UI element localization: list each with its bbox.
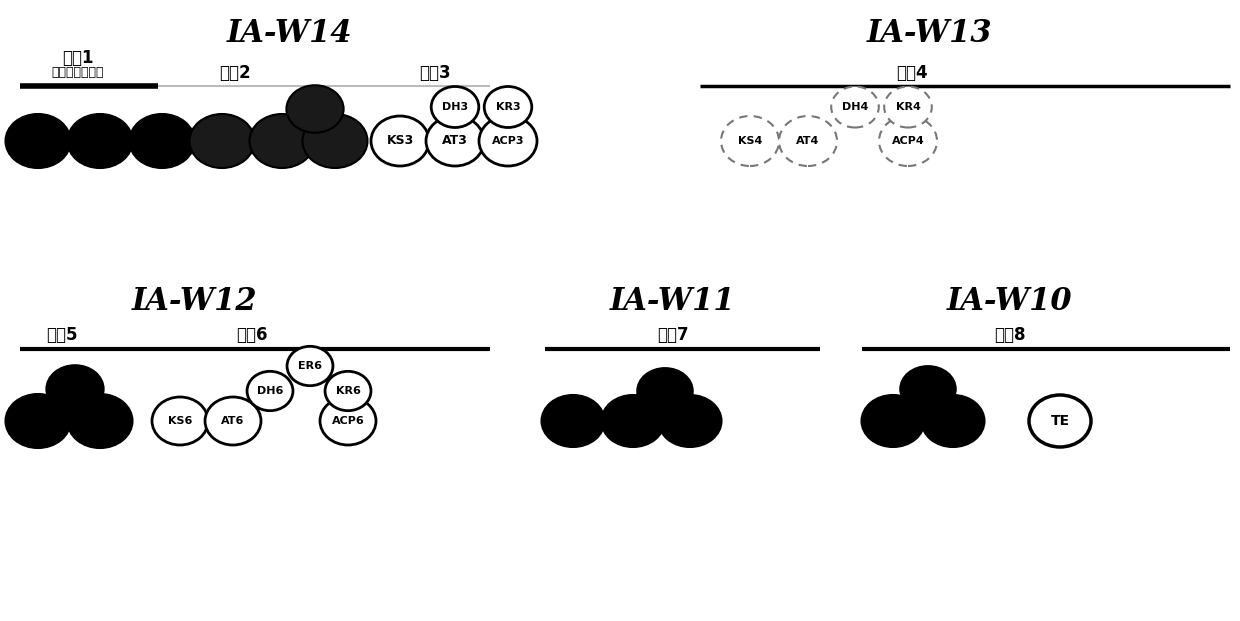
Ellipse shape <box>325 371 371 410</box>
Ellipse shape <box>884 86 931 127</box>
Ellipse shape <box>542 395 605 447</box>
Text: 模兗8: 模兗8 <box>994 326 1025 344</box>
Ellipse shape <box>720 116 779 166</box>
Ellipse shape <box>67 114 133 168</box>
Text: （加载模块域）: （加载模块域） <box>52 66 104 79</box>
Ellipse shape <box>249 114 315 168</box>
Ellipse shape <box>5 394 71 448</box>
Ellipse shape <box>427 116 484 166</box>
Ellipse shape <box>286 85 343 133</box>
Ellipse shape <box>286 347 334 386</box>
Text: DH3: DH3 <box>441 102 467 112</box>
Ellipse shape <box>46 365 104 413</box>
Text: AT3: AT3 <box>443 135 467 148</box>
Ellipse shape <box>479 116 537 166</box>
Ellipse shape <box>247 371 293 410</box>
Ellipse shape <box>153 397 208 445</box>
Ellipse shape <box>484 86 532 127</box>
Ellipse shape <box>879 116 937 166</box>
Text: 模兗5: 模兗5 <box>46 326 78 344</box>
Ellipse shape <box>303 114 367 168</box>
Text: 模兗6: 模兗6 <box>237 326 268 344</box>
Text: KR3: KR3 <box>496 102 521 112</box>
Ellipse shape <box>831 86 879 127</box>
Text: DH6: DH6 <box>257 386 283 396</box>
Ellipse shape <box>320 397 376 445</box>
Text: ACP3: ACP3 <box>492 136 525 146</box>
Text: 模兗1: 模兗1 <box>62 49 94 67</box>
Text: ACP6: ACP6 <box>331 416 365 426</box>
Ellipse shape <box>5 114 71 168</box>
Ellipse shape <box>205 397 260 445</box>
Text: 模兗3: 模兗3 <box>419 64 451 82</box>
Text: IA-W11: IA-W11 <box>610 286 735 317</box>
Ellipse shape <box>637 368 693 414</box>
Ellipse shape <box>900 366 956 412</box>
Text: ER6: ER6 <box>298 361 322 371</box>
Text: 模兗2: 模兗2 <box>219 64 250 82</box>
Text: KS3: KS3 <box>387 135 414 148</box>
Text: TE: TE <box>1050 414 1070 428</box>
Text: DH4: DH4 <box>842 102 868 112</box>
Ellipse shape <box>190 114 254 168</box>
Text: IA-W14: IA-W14 <box>227 19 353 50</box>
Ellipse shape <box>129 114 195 168</box>
Ellipse shape <box>779 116 837 166</box>
Text: IA-W13: IA-W13 <box>867 19 993 50</box>
Text: KS4: KS4 <box>738 136 763 146</box>
Ellipse shape <box>658 395 722 447</box>
Ellipse shape <box>432 86 479 127</box>
Ellipse shape <box>1029 395 1091 447</box>
Ellipse shape <box>601 395 665 447</box>
Ellipse shape <box>67 394 133 448</box>
Ellipse shape <box>862 395 925 447</box>
Text: KR6: KR6 <box>336 386 361 396</box>
Text: 模兗4: 模兗4 <box>897 64 928 82</box>
Text: IA-W10: IA-W10 <box>947 286 1073 317</box>
Text: AT4: AT4 <box>796 136 820 146</box>
Text: KR4: KR4 <box>895 102 920 112</box>
Text: IA-W12: IA-W12 <box>133 286 258 317</box>
Ellipse shape <box>371 116 429 166</box>
Text: ACP4: ACP4 <box>892 136 924 146</box>
Text: 模兗7: 模兗7 <box>657 326 688 344</box>
Text: KS6: KS6 <box>167 416 192 426</box>
Ellipse shape <box>921 395 985 447</box>
Text: AT6: AT6 <box>221 416 244 426</box>
